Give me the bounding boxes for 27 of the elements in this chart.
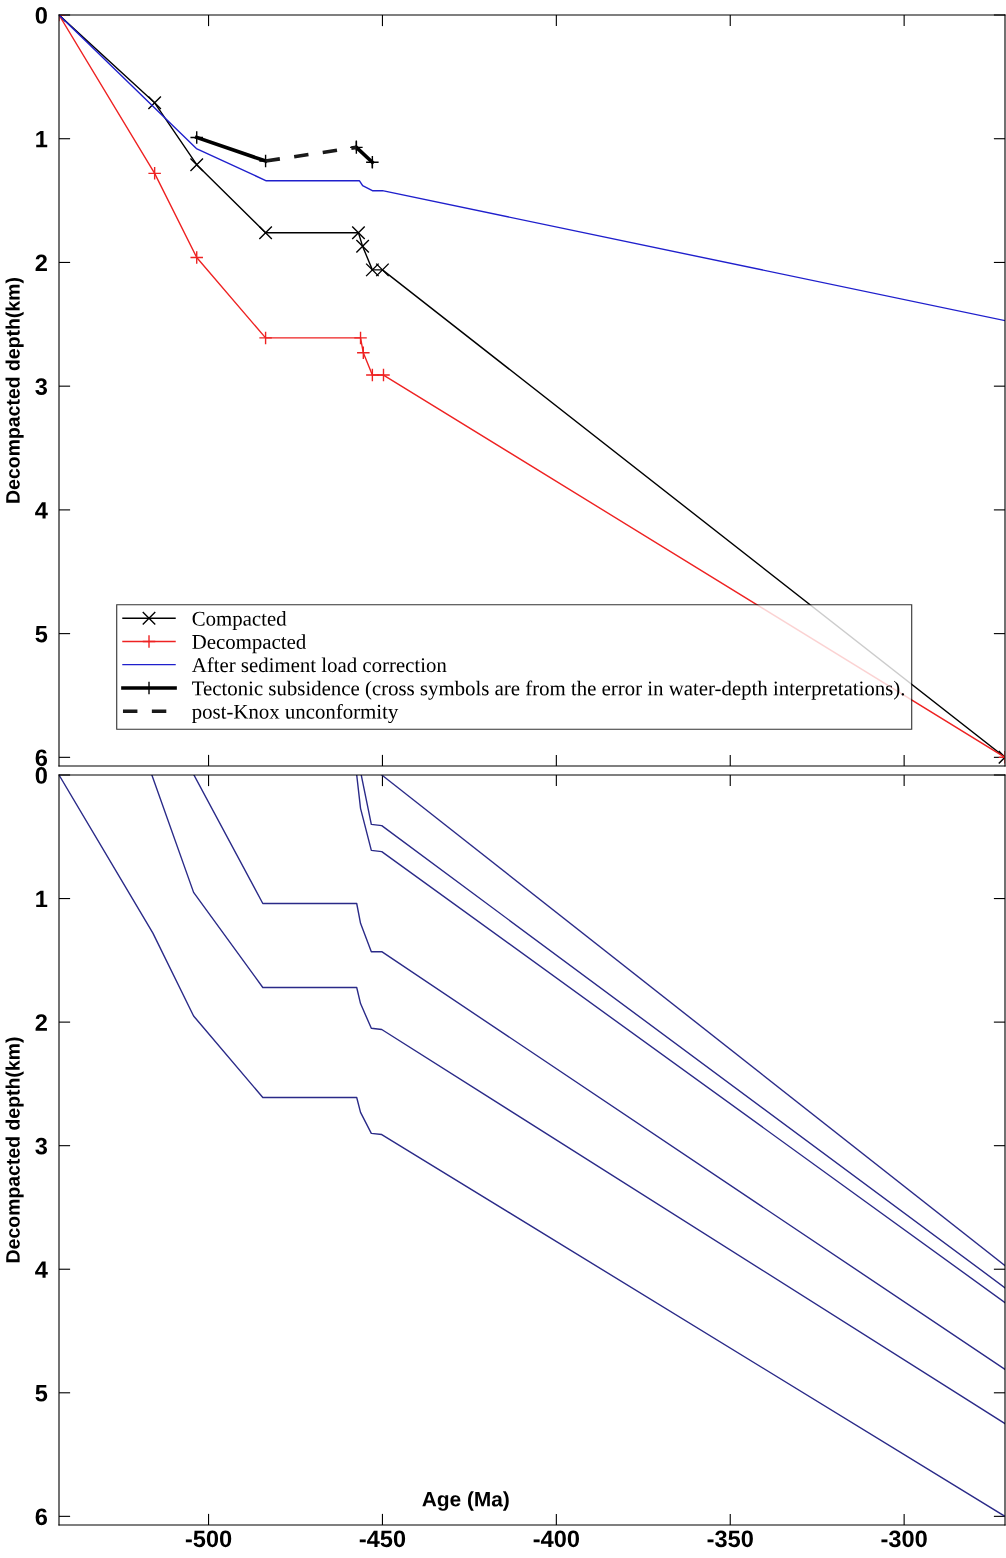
- y-tick-label: 0: [35, 767, 47, 784]
- x-tick-label: -450: [359, 1530, 406, 1548]
- y-tick-label: 1: [36, 131, 48, 148]
- y-tick-label: 5: [35, 625, 48, 643]
- y-tick-label: 6: [35, 1508, 48, 1526]
- y-tick-label: 4: [35, 502, 48, 519]
- legend-label: Tectonic subsidence (cross symbols are from the error in water-depth interpretations).: [192, 680, 905, 700]
- y-tick-label: 3: [35, 378, 48, 395]
- x-tick-label: -500: [185, 1530, 232, 1548]
- y-tick-label: 6: [35, 749, 48, 767]
- y-tick-label: 3: [35, 1137, 48, 1155]
- legend-label: After sediment load correction: [191, 657, 447, 673]
- y-tick-label: 0: [35, 7, 47, 24]
- y-tick-label: 2: [35, 1014, 47, 1031]
- x-tick-label: -350: [707, 1530, 753, 1548]
- y-axis-title: Decompacted depth(km): [5, 1037, 24, 1263]
- y-tick-label: 5: [35, 1385, 48, 1402]
- y-tick-label: 4: [35, 1261, 48, 1278]
- x-tick-label: -300: [881, 1530, 927, 1548]
- y-tick-label: 1: [36, 890, 48, 908]
- legend-label: Compacted: [192, 611, 287, 631]
- x-axis-title: Age (Ma): [422, 1491, 509, 1511]
- legend-label: Decompacted: [192, 634, 306, 654]
- x-tick-label: -400: [533, 1530, 580, 1548]
- legend-label: post-Knox unconformity: [192, 703, 399, 724]
- y-tick-label: 2: [35, 254, 47, 271]
- y-axis-title: Decompacted depth(km): [5, 278, 24, 503]
